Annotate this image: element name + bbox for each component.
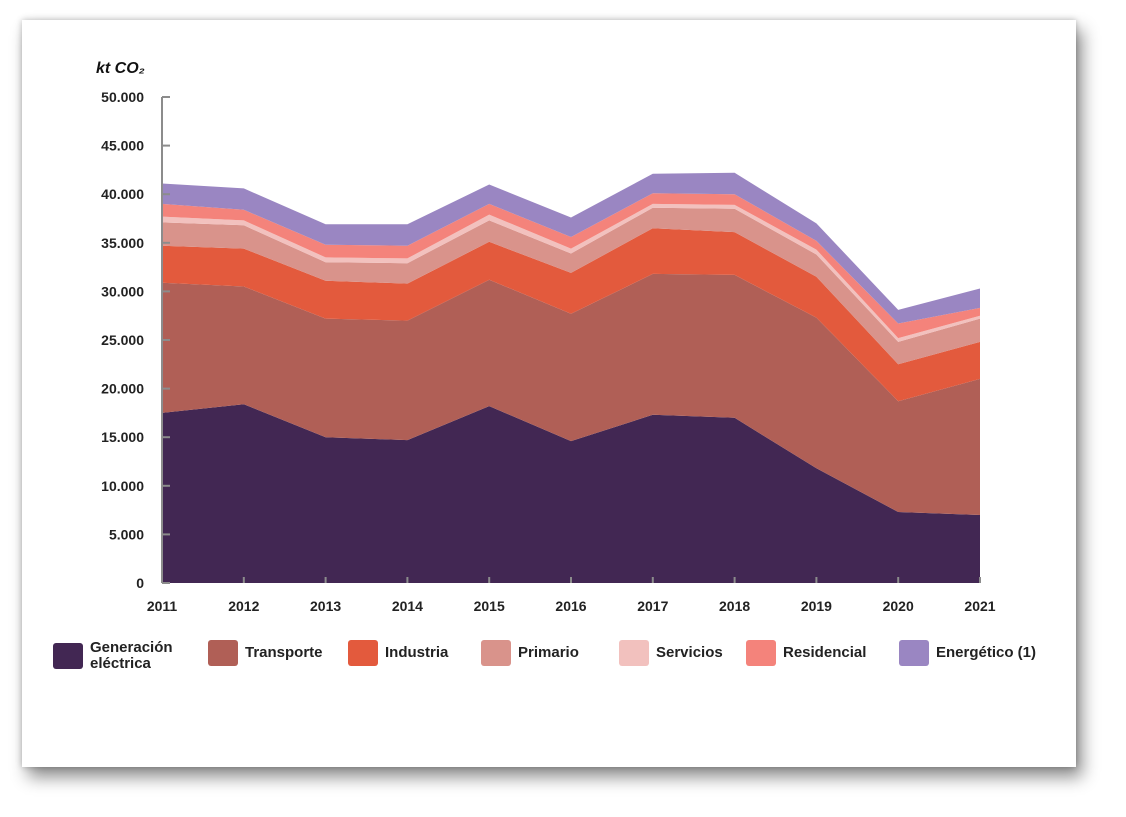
y-tick-label: 25.000 bbox=[101, 332, 144, 348]
x-tick-label: 2019 bbox=[801, 598, 832, 614]
legend-item: Residencial bbox=[746, 640, 866, 666]
x-tick-label: 2014 bbox=[392, 598, 423, 614]
x-tick-label: 2017 bbox=[637, 598, 668, 614]
stacked-area-chart: 0 5.000 10.000 15.000 20.000 25.000 30.000 35.0… bbox=[96, 60, 996, 614]
x-tick-label: 2013 bbox=[310, 598, 341, 614]
legend-label: Servicios bbox=[656, 644, 723, 661]
y-tick-label: 0 bbox=[136, 575, 144, 591]
x-tick-label: 2011 bbox=[147, 598, 178, 614]
legend-item: Servicios bbox=[619, 640, 723, 666]
legend-label: Generación eléctrica bbox=[90, 639, 173, 672]
chart-legend: Generación eléctrica Transporte Industria P… bbox=[53, 640, 1063, 680]
area-series-1 bbox=[162, 404, 980, 583]
legend-item: Generación eléctrica bbox=[53, 640, 173, 672]
y-ticks-group: 0 5.000 10.000 15.000 20.000 25.000 30.000 35.0… bbox=[101, 89, 170, 591]
y-tick-label: 10.000 bbox=[101, 478, 144, 494]
y-tick-label: 40.000 bbox=[101, 186, 144, 202]
area-series-group bbox=[162, 172, 980, 583]
legend-swatch bbox=[899, 640, 929, 666]
legend-item: Transporte bbox=[208, 640, 323, 666]
x-tick-label: 2016 bbox=[555, 598, 586, 614]
legend-item: Industria bbox=[348, 640, 448, 666]
x-tick-label: 2012 bbox=[228, 598, 259, 614]
y-tick-label: 5.000 bbox=[109, 526, 144, 542]
legend-label: Transporte bbox=[245, 644, 323, 661]
legend-swatch bbox=[208, 640, 238, 666]
x-tick-label: 2020 bbox=[883, 598, 914, 614]
legend-label: Primario bbox=[518, 644, 579, 661]
legend-swatch bbox=[619, 640, 649, 666]
legend-swatch bbox=[53, 643, 83, 669]
legend-item: Energético (1) bbox=[899, 640, 1036, 666]
y-tick-label: 15.000 bbox=[101, 429, 144, 445]
y-tick-label: 45.000 bbox=[101, 138, 144, 154]
x-tick-label: 2021 bbox=[964, 598, 995, 614]
x-tick-label: 2015 bbox=[474, 598, 505, 614]
legend-label: Residencial bbox=[783, 644, 867, 661]
legend-label: Industria bbox=[385, 644, 449, 661]
y-tick-label: 35.000 bbox=[101, 235, 144, 251]
legend-label: Energético (1) bbox=[936, 644, 1037, 661]
area-series-4 bbox=[162, 207, 980, 365]
legend-swatch bbox=[481, 640, 511, 666]
area-series-6 bbox=[162, 193, 980, 339]
y-tick-label: 50.000 bbox=[101, 89, 144, 105]
area-series-3 bbox=[162, 228, 980, 402]
y-axis-unit-label: kt CO₂ bbox=[96, 60, 145, 77]
legend-swatch bbox=[348, 640, 378, 666]
x-ticks-group: 2011 2012 2013 2014 2015 2016 2017 2018 2019 2020… bbox=[147, 577, 996, 614]
area-series-7 bbox=[162, 172, 980, 324]
y-tick-label: 30.000 bbox=[101, 283, 144, 299]
legend-swatch bbox=[746, 640, 776, 666]
area-series-2 bbox=[162, 273, 980, 515]
legend-item: Primario bbox=[481, 640, 579, 666]
y-tick-label: 20.000 bbox=[101, 381, 144, 397]
x-tick-label: 2018 bbox=[719, 598, 750, 614]
